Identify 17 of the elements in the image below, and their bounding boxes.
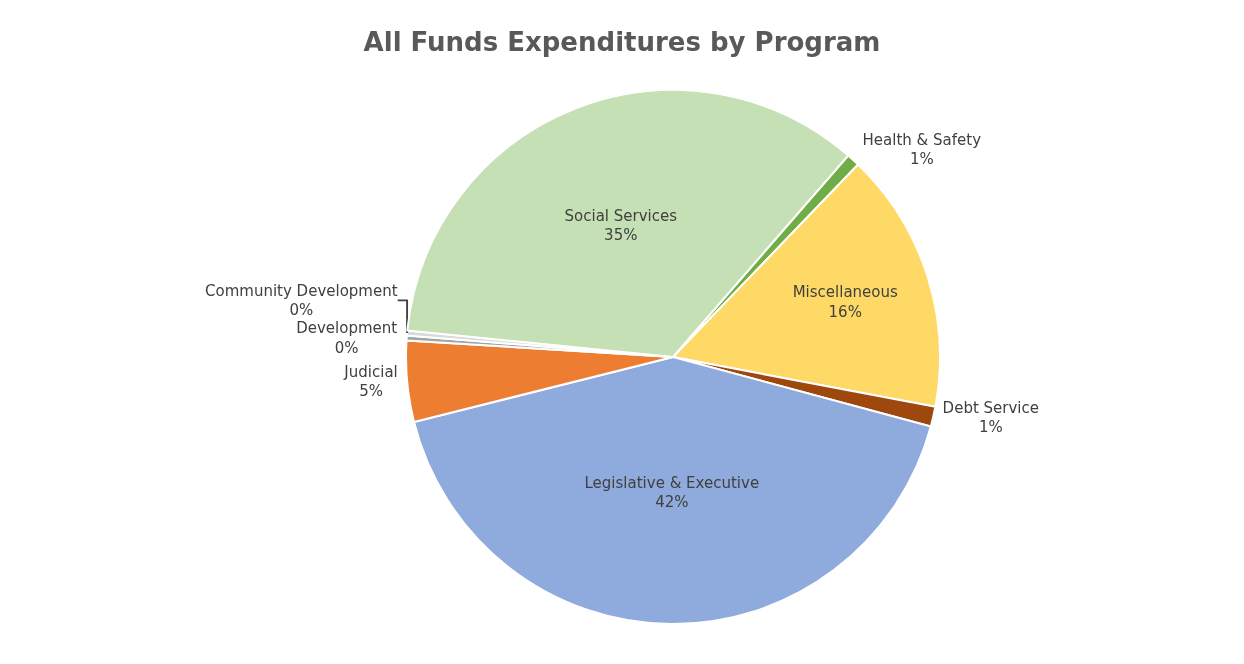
data-label: 1% [909, 150, 934, 169]
data-label: 16% [828, 302, 862, 321]
slice-label: Social Services [564, 206, 678, 225]
slice-label: Health & Safety [862, 131, 982, 149]
slice-label: Judicial [343, 362, 398, 381]
slice-label: Community Development [205, 281, 398, 300]
chart-title: All Funds Expenditures by Program [363, 27, 881, 58]
data-label: 0% [334, 338, 359, 357]
data-label: 5% [359, 382, 383, 401]
data-label: 1% [978, 418, 1003, 437]
data-label: 35% [604, 226, 638, 245]
data-label: 42% [655, 493, 689, 512]
slice-label: Miscellaneous [792, 283, 898, 302]
data-label: 0% [289, 301, 314, 320]
slice-label: Legislative & Executive [584, 473, 760, 492]
slice-label: Development [296, 319, 398, 338]
slice-label: Debt Service [942, 398, 1040, 417]
